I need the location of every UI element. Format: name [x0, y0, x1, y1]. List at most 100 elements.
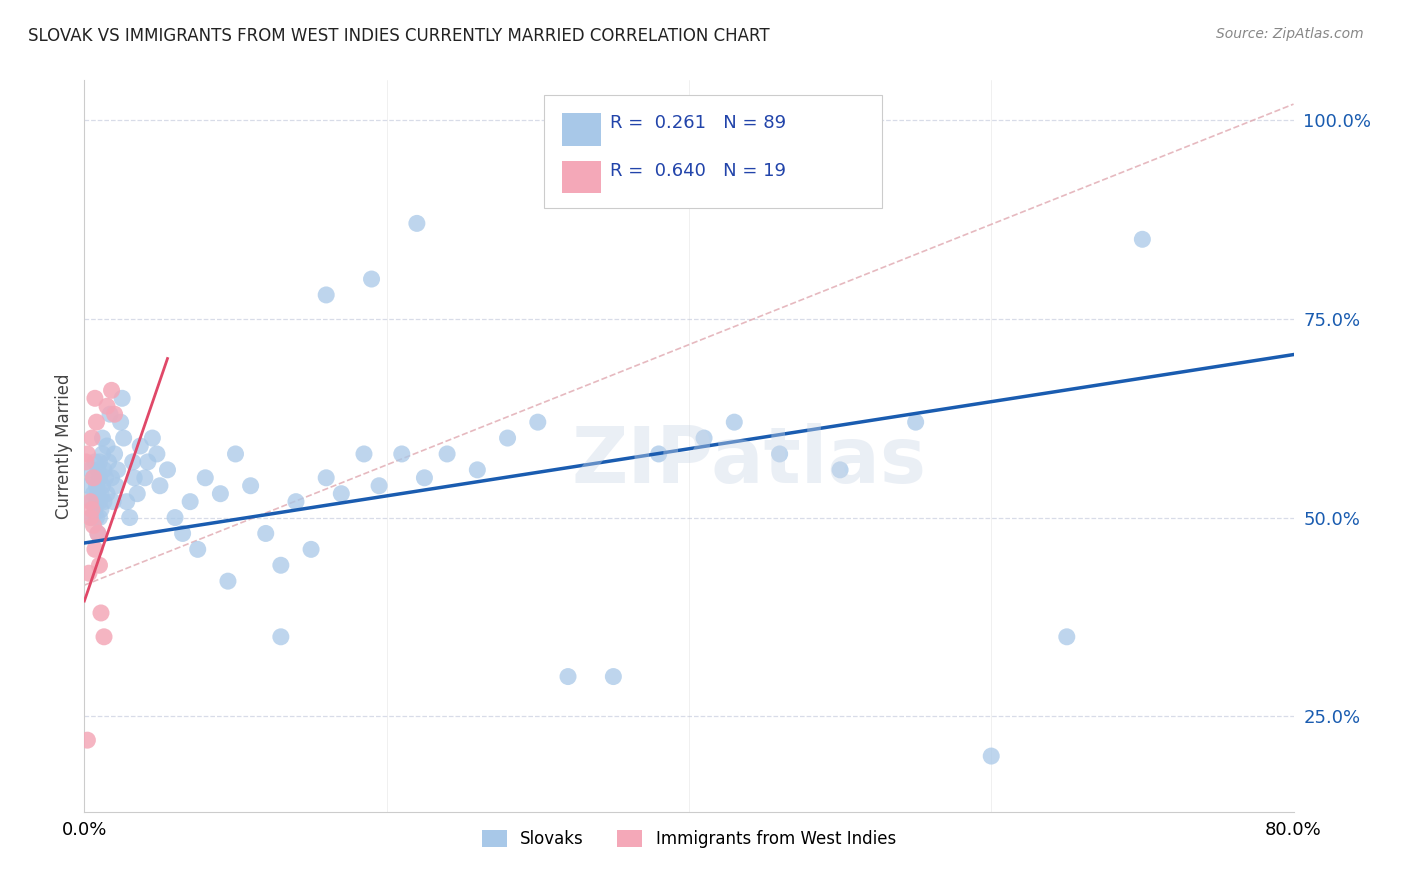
- Point: [270, 558, 292, 573]
- Text: SLOVAK VS IMMIGRANTS FROM WEST INDIES CURRENTLY MARRIED CORRELATION CHART: SLOVAK VS IMMIGRANTS FROM WEST INDIES CU…: [28, 27, 769, 45]
- Point: [107, 463, 129, 477]
- Y-axis label: Currently Married: Currently Married: [55, 373, 73, 519]
- Point: [86, 510, 108, 524]
- Point: [156, 463, 179, 477]
- Point: [90, 502, 112, 516]
- Point: [90, 606, 112, 620]
- Point: [467, 463, 489, 477]
- Point: [104, 447, 127, 461]
- Point: [75, 455, 97, 469]
- Point: [436, 447, 458, 461]
- Point: [89, 471, 111, 485]
- Point: [136, 455, 159, 469]
- Point: [122, 471, 145, 485]
- Point: [648, 447, 671, 461]
- Point: [830, 463, 852, 477]
- Point: [1130, 232, 1153, 246]
- Text: R =  0.261   N = 89: R = 0.261 N = 89: [610, 114, 786, 132]
- Point: [87, 526, 110, 541]
- Point: [86, 494, 108, 508]
- Point: [100, 384, 122, 398]
- Point: [105, 479, 128, 493]
- Point: [86, 479, 108, 493]
- Point: [89, 494, 111, 508]
- Point: [270, 630, 292, 644]
- Point: [149, 479, 172, 493]
- Point: [89, 510, 111, 524]
- Point: [80, 502, 103, 516]
- Point: [360, 272, 382, 286]
- Point: [93, 494, 115, 508]
- Point: [91, 431, 114, 445]
- Point: [84, 392, 107, 406]
- Point: [723, 415, 745, 429]
- Point: [368, 479, 391, 493]
- Point: [980, 749, 1002, 764]
- Point: [82, 486, 104, 500]
- Point: [104, 407, 127, 421]
- Point: [527, 415, 550, 429]
- Point: [82, 471, 104, 485]
- FancyBboxPatch shape: [544, 95, 883, 209]
- Point: [77, 479, 100, 493]
- Point: [115, 494, 138, 508]
- Point: [79, 463, 101, 477]
- Point: [904, 415, 927, 429]
- Point: [100, 471, 122, 485]
- Point: [602, 145, 624, 159]
- Point: [112, 431, 135, 445]
- Point: [89, 558, 111, 573]
- Point: [97, 455, 120, 469]
- Point: [84, 542, 107, 557]
- Point: [406, 216, 429, 230]
- Point: [693, 431, 716, 445]
- Point: [111, 392, 134, 406]
- Point: [496, 431, 519, 445]
- Point: [91, 447, 114, 461]
- Point: [76, 733, 98, 747]
- Point: [118, 510, 141, 524]
- Point: [769, 447, 792, 461]
- Point: [353, 447, 375, 461]
- Point: [239, 479, 262, 493]
- Point: [91, 479, 114, 493]
- Point: [96, 486, 118, 500]
- Point: [77, 566, 100, 581]
- Point: [285, 494, 308, 508]
- Point: [94, 471, 117, 485]
- Point: [129, 439, 152, 453]
- Point: [602, 669, 624, 683]
- Point: [90, 486, 112, 500]
- Point: [141, 431, 163, 445]
- Point: [146, 447, 169, 461]
- Point: [80, 494, 103, 508]
- Point: [82, 518, 104, 533]
- Point: [80, 510, 103, 524]
- FancyBboxPatch shape: [562, 113, 600, 145]
- Point: [330, 486, 353, 500]
- Point: [225, 447, 247, 461]
- Point: [80, 431, 103, 445]
- Point: [315, 288, 337, 302]
- Point: [413, 471, 436, 485]
- Point: [557, 669, 579, 683]
- Point: [194, 471, 217, 485]
- Point: [209, 486, 232, 500]
- FancyBboxPatch shape: [562, 161, 600, 194]
- Point: [79, 510, 101, 524]
- Point: [165, 510, 187, 524]
- Point: [87, 526, 110, 541]
- Point: [1056, 630, 1078, 644]
- Point: [86, 415, 108, 429]
- Point: [93, 630, 115, 644]
- Point: [121, 455, 143, 469]
- Point: [93, 463, 115, 477]
- Point: [299, 542, 322, 557]
- Point: [391, 447, 413, 461]
- Point: [84, 502, 107, 516]
- Point: [254, 526, 277, 541]
- Point: [98, 407, 121, 421]
- Point: [82, 471, 104, 485]
- Point: [101, 494, 124, 508]
- Point: [217, 574, 239, 589]
